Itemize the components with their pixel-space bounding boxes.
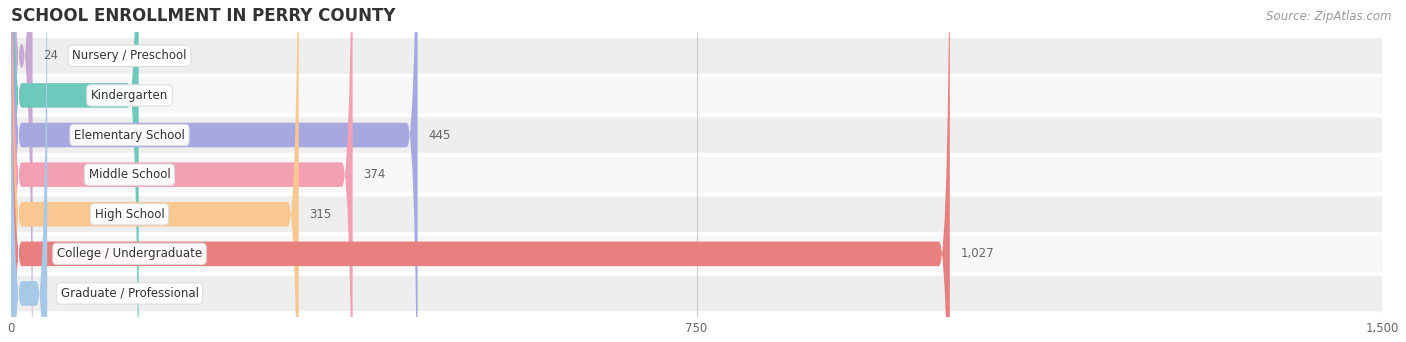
- Text: 374: 374: [364, 168, 387, 181]
- Text: Kindergarten: Kindergarten: [91, 89, 169, 102]
- FancyBboxPatch shape: [11, 0, 32, 342]
- Text: 0: 0: [58, 287, 66, 300]
- FancyBboxPatch shape: [11, 0, 353, 342]
- Text: SCHOOL ENROLLMENT IN PERRY COUNTY: SCHOOL ENROLLMENT IN PERRY COUNTY: [11, 7, 395, 25]
- FancyBboxPatch shape: [11, 157, 1382, 193]
- Text: 140: 140: [149, 89, 172, 102]
- FancyBboxPatch shape: [11, 276, 1382, 311]
- FancyBboxPatch shape: [11, 0, 418, 342]
- FancyBboxPatch shape: [11, 0, 950, 342]
- FancyBboxPatch shape: [11, 78, 1382, 113]
- FancyBboxPatch shape: [11, 0, 139, 342]
- Text: High School: High School: [94, 208, 165, 221]
- FancyBboxPatch shape: [11, 117, 1382, 153]
- Text: 315: 315: [309, 208, 332, 221]
- Text: College / Undergraduate: College / Undergraduate: [58, 247, 202, 260]
- Text: Graduate / Professional: Graduate / Professional: [60, 287, 198, 300]
- Text: 1,027: 1,027: [960, 247, 994, 260]
- Text: Middle School: Middle School: [89, 168, 170, 181]
- FancyBboxPatch shape: [11, 0, 298, 342]
- FancyBboxPatch shape: [11, 0, 48, 342]
- Text: Elementary School: Elementary School: [75, 129, 186, 142]
- Text: 445: 445: [429, 129, 451, 142]
- FancyBboxPatch shape: [11, 196, 1382, 232]
- FancyBboxPatch shape: [11, 236, 1382, 272]
- Text: 24: 24: [44, 49, 59, 62]
- FancyBboxPatch shape: [11, 38, 1382, 74]
- Text: Source: ZipAtlas.com: Source: ZipAtlas.com: [1267, 10, 1392, 23]
- Text: Nursery / Preschool: Nursery / Preschool: [72, 49, 187, 62]
